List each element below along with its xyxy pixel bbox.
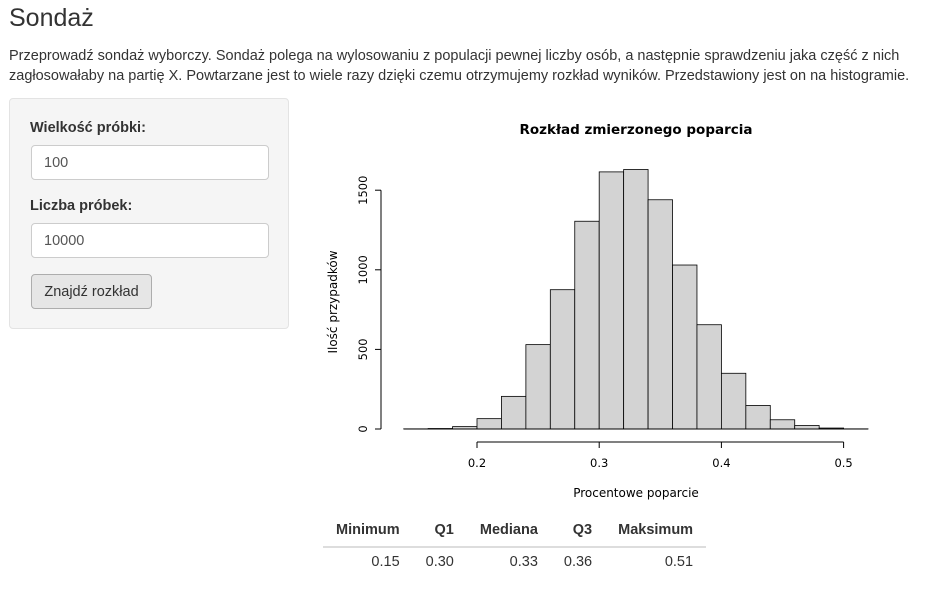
histogram-bar xyxy=(648,200,672,429)
num-samples-input[interactable] xyxy=(31,223,269,258)
histogram-bar xyxy=(477,419,501,429)
x-tick-label: 0.3 xyxy=(590,456,608,470)
sidebar-panel: Wielkość próbki: Liczba próbek: Znajdź r… xyxy=(9,98,289,329)
histogram-bar xyxy=(746,405,770,429)
histogram-bars xyxy=(404,170,868,429)
histogram-bar xyxy=(795,425,819,429)
summary-stats-table: Minimum Q1 Mediana Q3 Maksimum 0.15 0.30… xyxy=(323,514,706,576)
stats-header-min: Minimum xyxy=(323,514,413,547)
stats-header-max: Maksimum xyxy=(605,514,706,547)
stats-value-min: 0.15 xyxy=(323,547,413,576)
stats-value-median: 0.33 xyxy=(467,547,551,576)
y-tick-label: 1500 xyxy=(356,176,370,205)
stats-value-row: 0.15 0.30 0.33 0.36 0.51 xyxy=(323,547,706,576)
stats-value-max: 0.51 xyxy=(605,547,706,576)
histogram-bar xyxy=(550,290,574,429)
sample-size-label: Wielkość próbki: xyxy=(30,120,146,136)
x-tick-label: 0.4 xyxy=(712,456,730,470)
histogram-bar xyxy=(721,373,745,429)
page-title: Sondaż xyxy=(9,4,94,33)
num-samples-label: Liczba próbek: xyxy=(30,198,132,214)
histogram-bar xyxy=(673,265,697,429)
histogram-bar xyxy=(697,325,721,429)
chart-title: Rozkład zmierzonego poparcia xyxy=(519,122,752,138)
y-tick-label: 1000 xyxy=(356,255,370,284)
page-description: Przeprowadź sondaż wyborczy. Sondaż pole… xyxy=(9,46,924,86)
x-axis-label: Procentowe poparcie xyxy=(573,486,699,500)
stats-value-q1: 0.30 xyxy=(413,547,467,576)
find-distribution-button[interactable]: Znajdź rozkład xyxy=(31,274,152,309)
stats-header-q3: Q3 xyxy=(551,514,605,547)
stats-header-q1: Q1 xyxy=(413,514,467,547)
y-tick-label: 0 xyxy=(356,425,370,432)
histogram-chart: Rozkład zmierzonego poparcia 0.2 0.3 0.4 0.… xyxy=(320,110,900,510)
histogram-bar xyxy=(599,172,623,429)
x-tick-label: 0.5 xyxy=(834,456,852,470)
stats-header-row: Minimum Q1 Mediana Q3 Maksimum xyxy=(323,514,706,547)
y-axis-label: Ilość przypadków xyxy=(326,250,340,353)
histogram-bar xyxy=(624,170,648,429)
stats-value-q3: 0.36 xyxy=(551,547,605,576)
histogram-bar xyxy=(575,221,599,429)
histogram-bar xyxy=(770,420,794,429)
stats-header-median: Mediana xyxy=(467,514,551,547)
histogram-bar xyxy=(501,396,525,429)
histogram-bar xyxy=(526,345,550,429)
x-tick-label: 0.2 xyxy=(468,456,486,470)
sample-size-input[interactable] xyxy=(31,145,269,180)
y-tick-label: 500 xyxy=(356,338,370,360)
